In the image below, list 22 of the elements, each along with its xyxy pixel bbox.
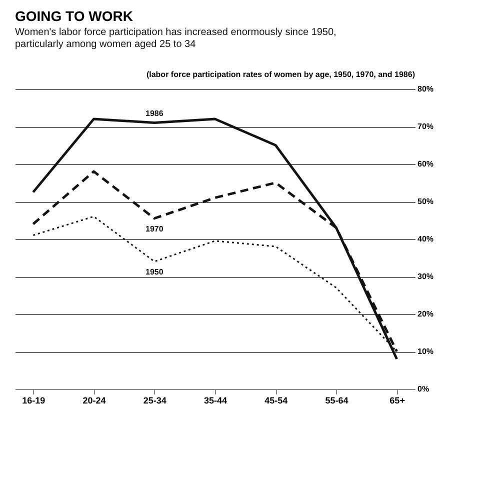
series-label: 1986 [145,108,164,118]
y-tick-label: 50% [418,197,434,206]
x-tick-label: 35-44 [204,396,228,406]
text: (labor force participation rates of women by age, 1950, 1970, and 1986) [146,70,416,79]
y-tick-label: 10% [418,347,434,356]
y-tick-label: 30% [418,272,434,281]
x-tick-label: 16-19 [22,396,46,406]
y-tick-label: 80% [418,84,434,94]
y-tick-label: 20% [418,310,434,318]
series-label: 1950 [145,268,164,276]
x-tick-label: 45-54 [264,396,288,406]
x-tick-label: 25-34 [143,396,166,406]
chart-title: GOING TO WORK [15,8,133,24]
x-tick-label: 20-24 [82,396,106,406]
x-tick-label: 55-64 [325,396,348,406]
x-tick-label: 65+ [390,396,405,406]
y-tick-label: 0% [418,384,430,394]
series-label: 1970 [145,224,164,234]
y-tick-label: 60% [418,160,434,168]
chart-subtitle: Women's labor force participation has increased enormously since 1950, particularly among women aged 25 to 34 [15,27,336,50]
y-tick-label: 70% [418,122,434,131]
y-tick-label: 40% [418,234,434,244]
